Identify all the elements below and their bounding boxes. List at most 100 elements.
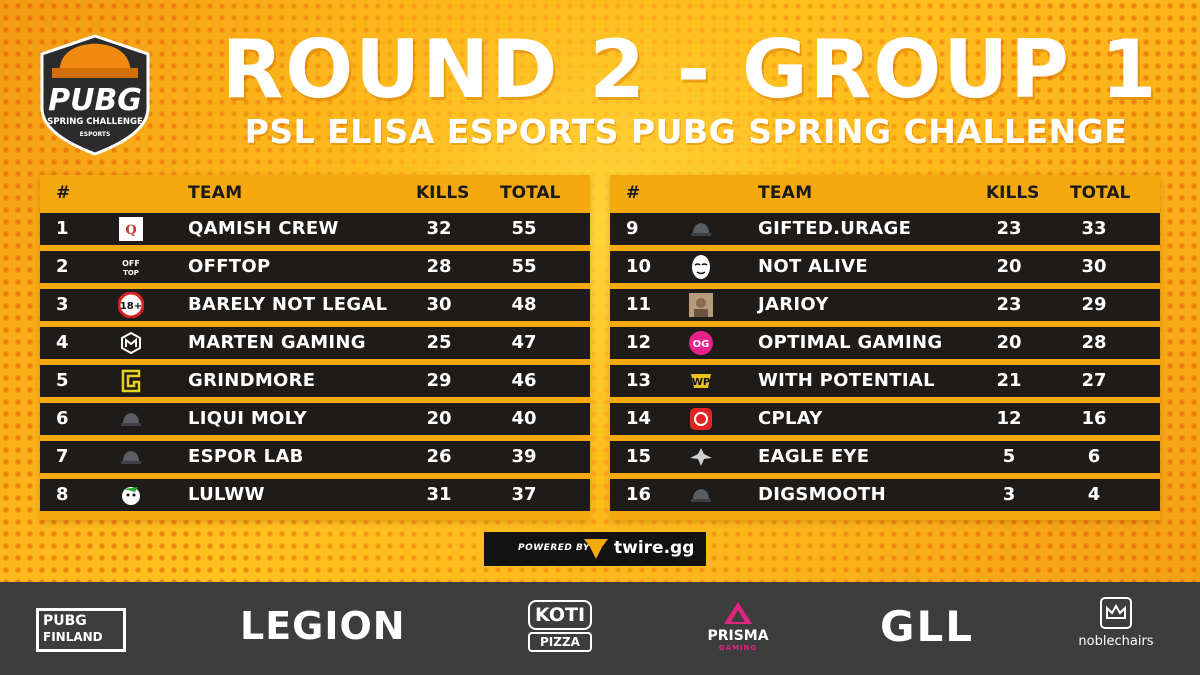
table-row: Q 1 QAMISH CREW 32 55 (40, 213, 590, 245)
kills-cell: 29 (426, 370, 452, 391)
team-name-cell: CPLAY (758, 408, 823, 429)
rank-cell: 9 (626, 218, 639, 239)
kills-cell: 30 (426, 294, 452, 315)
offtop-icon: OFFTOP (122, 259, 140, 277)
rank-cell: 3 (56, 294, 69, 315)
team-name-cell: JARIOY (758, 294, 829, 315)
eagle-icon (690, 448, 712, 466)
kills-cell: 20 (426, 408, 452, 429)
koti-pizza-text: PIZZA (528, 632, 592, 652)
table-row: 11 JARIOY 23 29 (610, 289, 1160, 321)
total-cell: 4 (1087, 484, 1101, 505)
mask-icon (692, 255, 710, 279)
helmet-icon (121, 451, 141, 464)
helmet-icon (691, 489, 711, 502)
rank-cell: 13 (626, 370, 652, 391)
kills-cell: 20 (996, 256, 1022, 277)
powered-by-brand: twire.gg (614, 538, 695, 558)
kills-cell: 25 (426, 332, 452, 353)
prisma-gaming-logo: PRISMA GAMING (700, 602, 776, 652)
twire-icon (584, 539, 608, 559)
total-cell: 33 (1081, 218, 1107, 239)
total-cell: 47 (511, 332, 537, 353)
team-name-cell: QAMISH CREW (188, 218, 339, 239)
rank-cell: 4 (56, 332, 69, 353)
cplay-icon (690, 408, 712, 430)
svg-text:Q: Q (125, 223, 136, 238)
team-name-cell: NOT ALIVE (758, 256, 868, 277)
rank-cell: 14 (626, 408, 652, 429)
rank-cell: 5 (56, 370, 69, 391)
noblechairs-text: noblechairs (1078, 634, 1154, 649)
rank-cell: 11 (626, 294, 652, 315)
18-plus-icon: 18+ (118, 292, 144, 318)
logo-tag-text: ESPORTS (80, 131, 111, 138)
table-row: 10 NOT ALIVE 20 30 (610, 251, 1160, 283)
powered-by-banner: POWERED BY twire.gg (484, 532, 706, 566)
total-cell: 46 (511, 370, 537, 391)
kills-cell: 5 (1002, 446, 1016, 467)
total-cell: 37 (511, 484, 537, 505)
col-kills-header: KILLS (986, 183, 1040, 203)
col-team-header: TEAM (188, 183, 243, 203)
svg-text:OFF: OFF (122, 259, 140, 268)
total-cell: 28 (1081, 332, 1107, 353)
rank-cell: 2 (56, 256, 69, 277)
table-row: 14 CPLAY 12 16 (610, 403, 1160, 435)
team-name-cell: LULWW (188, 484, 265, 505)
svg-text:18+: 18+ (120, 301, 142, 312)
qamish-icon: Q (119, 217, 143, 241)
kills-cell: 28 (426, 256, 452, 277)
rank-cell: 16 (626, 484, 652, 505)
total-cell: 48 (511, 294, 537, 315)
team-name-cell: OPTIMAL GAMING (758, 332, 943, 353)
table-row: OFF TOP 2 OFFTOP 28 55 (40, 251, 590, 283)
table-header: # TEAM KILLS TOTAL (40, 175, 590, 211)
team-name-cell: OFFTOP (188, 256, 271, 277)
svg-text:WP: WP (692, 377, 710, 388)
table-row: 8 LULWW 31 37 (40, 479, 590, 511)
kills-cell: 32 (426, 218, 452, 239)
table-row: 6 LIQUI MOLY 20 40 (40, 403, 590, 435)
kills-cell: 21 (996, 370, 1022, 391)
team-name-cell: MARTEN GAMING (188, 332, 366, 353)
noblechairs-logo: noblechairs (1070, 596, 1162, 649)
kills-cell: 20 (996, 332, 1022, 353)
grindmore-icon (121, 369, 141, 393)
standings-table-left: # TEAM KILLS TOTAL Q 1 QAMISH CREW 32 55 OFF T… (40, 175, 590, 520)
rank-cell: 1 (56, 218, 69, 239)
col-total-header: TOTAL (500, 183, 561, 203)
standings-table-right: # TEAM KILLS TOTAL 9 GIFTED.URAGE 23 33 10 NO… (610, 175, 1160, 520)
prisma-triangle-icon (724, 602, 752, 624)
table-row: 7 ESPOR LAB 26 39 (40, 441, 590, 473)
prisma-gaming-text: GAMING (718, 644, 758, 652)
svg-text:TOP: TOP (123, 269, 139, 277)
rank-cell: 8 (56, 484, 69, 505)
team-name-cell: DIGSMOOTH (758, 484, 886, 505)
marten-icon (121, 331, 141, 355)
photo-icon (689, 293, 713, 317)
page-subtitle: PSL ELISA ESPORTS PUBG SPRING CHALLENGE (244, 112, 1128, 151)
kills-cell: 12 (996, 408, 1022, 429)
pubg-spring-challenge-logo: PUBG SPRING CHALLENGE ESPORTS (40, 34, 150, 156)
col-team-header: TEAM (758, 183, 813, 203)
team-name-cell: GIFTED.URAGE (758, 218, 912, 239)
table-row: WP 13 WITH POTENTIAL 21 27 (610, 365, 1160, 397)
col-kills-header: KILLS (416, 183, 470, 203)
gll-logo: GLL (880, 602, 974, 651)
team-name-cell: EAGLE EYE (758, 446, 870, 467)
total-cell: 27 (1081, 370, 1107, 391)
kills-cell: 3 (1002, 484, 1016, 505)
table-row: 4 MARTEN GAMING 25 47 (40, 327, 590, 359)
total-cell: 16 (1081, 408, 1107, 429)
total-cell: 39 (511, 446, 537, 467)
table-header: # TEAM KILLS TOTAL (610, 175, 1160, 211)
kills-cell: 23 (996, 294, 1022, 315)
team-name-cell: LIQUI MOLY (188, 408, 307, 429)
total-cell: 40 (511, 408, 537, 429)
page-title: ROUND 2 - GROUP 1 (221, 23, 1159, 116)
team-name-cell: WITH POTENTIAL (758, 370, 935, 391)
total-cell: 30 (1081, 256, 1107, 277)
kills-cell: 23 (996, 218, 1022, 239)
table-row: 9 GIFTED.URAGE 23 33 (610, 213, 1160, 245)
